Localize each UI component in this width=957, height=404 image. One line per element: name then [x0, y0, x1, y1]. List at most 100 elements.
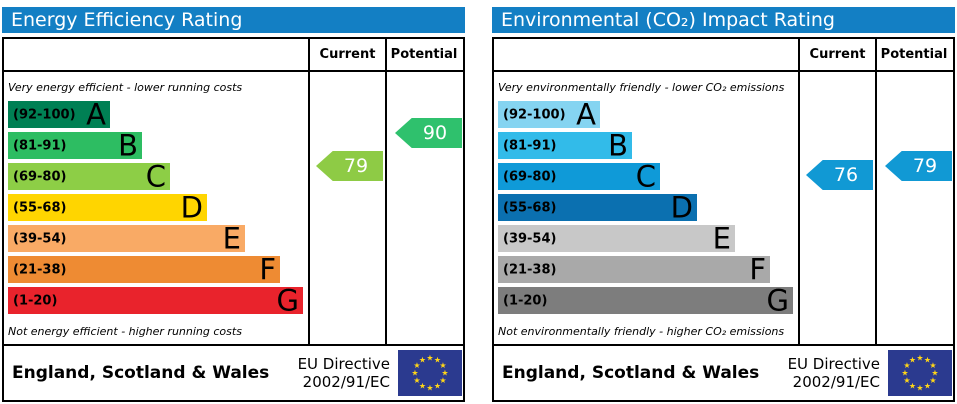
band-range-label: (1-20) [13, 293, 58, 308]
panel-title: Environmental (CO₂) Impact Rating [492, 7, 955, 33]
band-row: (92-100) A [8, 97, 110, 131]
eu-directive-label: EU Directive 2002/91/EC [788, 355, 880, 391]
rating-bands: (92-100) A (81-91) B (69-80) C (55-68) D (39-54)… [494, 39, 953, 400]
band-range-label: (69-80) [13, 169, 67, 184]
panel-title: Energy Efficiency Rating [2, 7, 465, 33]
band-row: (92-100) A [498, 97, 600, 131]
band-letter: A [86, 97, 106, 131]
band-letter: F [259, 252, 276, 286]
footer-divider [4, 344, 463, 346]
rating-chart: Current Potential Very energy efficient … [2, 37, 465, 402]
svg-text:★: ★ [909, 356, 916, 365]
svg-text:★: ★ [909, 382, 916, 391]
band-row: (55-68) D [8, 190, 207, 224]
footer: England, Scotland & Wales EU Directive 2… [4, 346, 463, 400]
band-letter: E [222, 221, 241, 255]
band-letter: F [749, 252, 766, 286]
band-row: (39-54) E [498, 221, 735, 255]
band-range-label: (39-54) [13, 231, 67, 246]
svg-text:★: ★ [903, 376, 910, 385]
band-letter: E [712, 221, 731, 255]
band-row: (21-38) F [498, 252, 770, 286]
svg-text:★: ★ [434, 356, 441, 365]
rating-chart: Current Potential Very environmentally f… [492, 37, 955, 402]
svg-text:★: ★ [426, 354, 433, 363]
band-letter: C [635, 159, 656, 193]
column-divider [798, 39, 800, 346]
svg-text:★: ★ [924, 356, 931, 365]
svg-text:★: ★ [434, 382, 441, 391]
band-row: (21-38) F [8, 252, 280, 286]
eu-directive-line2: 2002/91/EC [792, 373, 880, 391]
band-range-label: (21-38) [503, 262, 557, 277]
svg-text:★: ★ [931, 369, 938, 378]
band-row: (1-20) G [8, 283, 303, 317]
svg-text:★: ★ [901, 369, 908, 378]
current-column-header: Current [809, 47, 866, 62]
band-range-label: (92-100) [503, 107, 566, 122]
rating-bands: (92-100) A (81-91) B (69-80) C (55-68) D (39-54)… [4, 39, 463, 400]
eu-directive-line1: EU Directive [297, 355, 390, 373]
eu-flag-icon: ★ ★★★★★★★★★★★ [398, 350, 462, 396]
band-range-label: (81-91) [503, 138, 557, 153]
svg-text:★: ★ [916, 384, 923, 393]
band-range-label: (55-68) [503, 200, 557, 215]
svg-text:★: ★ [426, 384, 433, 393]
band-letter: G [766, 283, 789, 317]
band-range-label: (55-68) [13, 200, 67, 215]
svg-text:★: ★ [439, 361, 446, 370]
band-row: (55-68) D [498, 190, 697, 224]
current-column-header: Current [319, 47, 376, 62]
top-caption: Very environmentally friendly - lower CO… [498, 81, 785, 94]
svg-text:★: ★ [413, 361, 420, 370]
column-divider [875, 39, 877, 346]
svg-text:★: ★ [439, 376, 446, 385]
svg-text:★: ★ [929, 376, 936, 385]
eu-directive-label: EU Directive 2002/91/EC [298, 355, 390, 391]
band-range-label: (69-80) [503, 169, 557, 184]
svg-text:★: ★ [903, 361, 910, 370]
band-range-label: (21-38) [13, 262, 67, 277]
band-row: (81-91) B [498, 128, 632, 162]
footer-region-label: England, Scotland & Wales [502, 363, 760, 383]
band-row: (69-80) C [8, 159, 170, 193]
footer-region-label: England, Scotland & Wales [12, 363, 270, 383]
footer: England, Scotland & Wales EU Directive 2… [494, 346, 953, 400]
svg-text:★: ★ [924, 382, 931, 391]
band-letter: D [670, 190, 693, 224]
band-letter: B [608, 128, 628, 162]
potential-column-header: Potential [880, 47, 948, 62]
band-letter: B [118, 128, 138, 162]
column-divider [308, 39, 310, 346]
eu-directive-line2: 2002/91/EC [302, 373, 390, 391]
band-row: (39-54) E [8, 221, 245, 255]
svg-text:★: ★ [441, 369, 448, 378]
top-caption: Very energy efficient - lower running co… [8, 81, 243, 94]
header-row-divider [494, 70, 953, 72]
header-row-divider [4, 70, 463, 72]
band-row: (1-20) G [498, 283, 793, 317]
svg-text:★: ★ [419, 356, 426, 365]
band-letter: C [145, 159, 166, 193]
rating-panel: Energy Efficiency Rating Current Potenti… [2, 0, 465, 404]
svg-text:★: ★ [411, 369, 418, 378]
band-range-label: (1-20) [503, 293, 548, 308]
svg-text:★: ★ [929, 361, 936, 370]
band-range-label: (39-54) [503, 231, 557, 246]
eu-directive-line1: EU Directive [787, 355, 880, 373]
footer-divider [494, 344, 953, 346]
band-range-label: (92-100) [13, 107, 76, 122]
band-letter: G [276, 283, 299, 317]
potential-rating-arrow: 79 [885, 151, 952, 181]
bottom-caption: Not environmentally friendly - higher CO… [498, 325, 785, 338]
band-letter: A [576, 97, 596, 131]
svg-text:★: ★ [419, 382, 426, 391]
bottom-caption: Not energy efficient - higher running co… [8, 325, 242, 338]
current-rating-arrow: 76 [806, 160, 873, 190]
svg-text:★: ★ [413, 376, 420, 385]
column-divider [385, 39, 387, 346]
band-row: (81-91) B [8, 128, 142, 162]
band-letter: D [180, 190, 203, 224]
potential-column-header: Potential [390, 47, 458, 62]
rating-panel: Environmental (CO₂) Impact Rating Curren… [492, 0, 955, 404]
